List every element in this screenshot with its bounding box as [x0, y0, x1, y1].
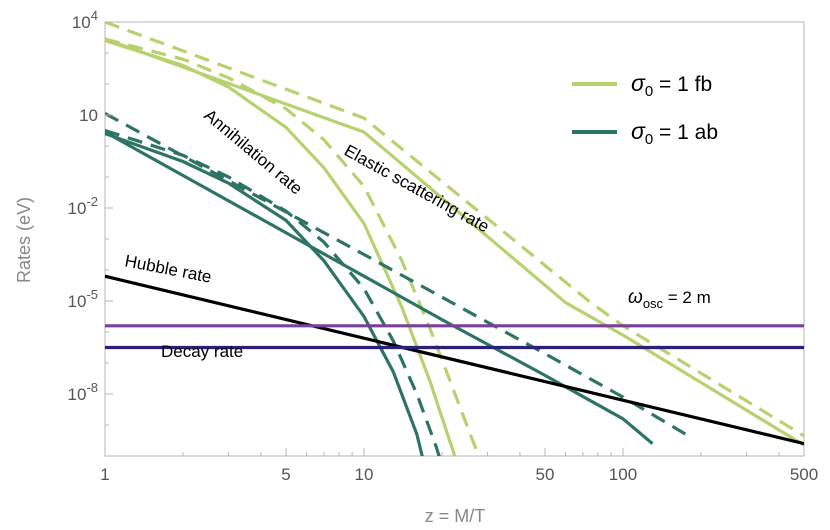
- x-tick-label-4: 50: [536, 465, 555, 484]
- x-tick-label-1: 1: [100, 465, 109, 484]
- y-tick-label-1: 104: [72, 8, 98, 32]
- x-axis-title: z = M/T: [425, 506, 486, 526]
- legend-label-fb: σ0 = 1 fb: [631, 70, 712, 100]
- y-axis-title: Rates (eV): [14, 197, 34, 283]
- legend-label-ab: σ0 = 1 ab: [631, 118, 718, 148]
- decay-rate-label: Decay rate: [161, 342, 243, 361]
- hubble-rate-label: Hubble rate: [123, 251, 213, 286]
- series-line-6: [105, 112, 687, 436]
- x-tick-label-5: 100: [609, 465, 637, 484]
- y-tick-label-3: 10-2: [68, 194, 98, 218]
- series-line-7: [105, 132, 424, 456]
- x-tick-label-2: 5: [281, 465, 290, 484]
- series-line-5: [105, 130, 654, 445]
- series-line-9: [105, 274, 804, 446]
- legend: σ0 = 1 fb σ0 = 1 ab: [572, 70, 718, 148]
- series-line-2: [105, 22, 804, 438]
- omega-osc-label: ωosc = 2 m: [628, 287, 711, 311]
- y-tick-label-5: 10-8: [68, 380, 98, 404]
- y-tick-label-4: 10-5: [68, 287, 98, 311]
- series-line-8: [105, 128, 441, 456]
- curves-layer: [105, 22, 804, 456]
- annihilation-rate-label: Annihilation rate: [200, 106, 306, 199]
- x-tick-label-3: 10: [355, 465, 374, 484]
- series-line-4: [105, 37, 481, 456]
- series-line-1: [105, 37, 804, 447]
- x-tick-label-6: 500: [790, 465, 818, 484]
- series-line-3: [105, 39, 457, 456]
- y-tick-label-2: 10: [79, 106, 98, 125]
- ticks-layer: 1 5 10 50 100 500 104 10 10-2 10-5 10-8: [68, 8, 819, 484]
